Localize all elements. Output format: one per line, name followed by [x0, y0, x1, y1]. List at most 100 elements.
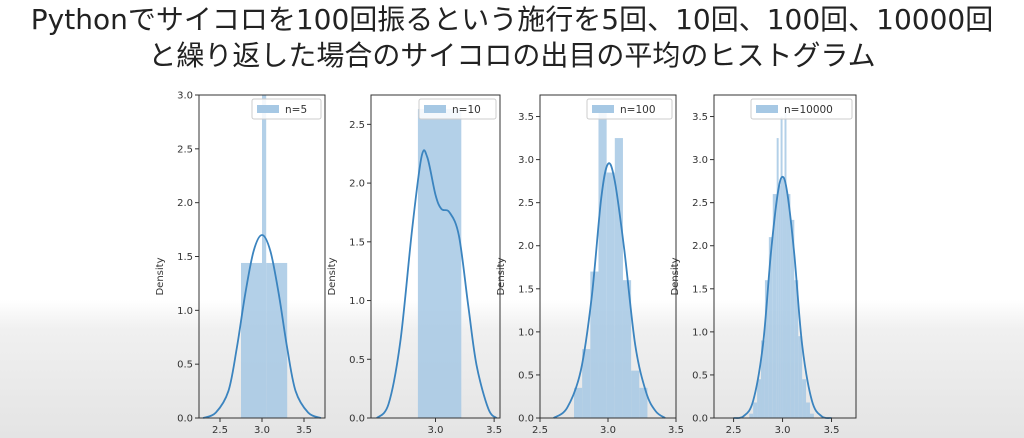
histogram-bar [574, 387, 583, 418]
x-tick-label: 2.5 [532, 425, 548, 436]
y-tick-label: 1.5 [692, 284, 708, 295]
y-tick-label: 3.0 [692, 155, 708, 166]
x-tick-label: 3.0 [600, 425, 616, 436]
x-tick-label: 3.0 [775, 425, 791, 436]
kde-line [202, 234, 322, 419]
legend-box [586, 98, 673, 120]
y-tick-label: 3.0 [177, 91, 193, 102]
histogram-bar [631, 370, 640, 418]
histogram-bar [784, 107, 787, 419]
y-tick-label: 1.5 [518, 284, 534, 295]
legend-swatch [424, 105, 446, 113]
y-tick-label: 0.0 [349, 414, 365, 425]
y-axis-label: Density [327, 257, 338, 295]
y-tick-label: 1.5 [177, 252, 193, 263]
histogram-bar [622, 280, 632, 418]
histogram-bar [768, 237, 773, 418]
x-tick-label: 3.5 [668, 425, 684, 436]
legend-box [418, 98, 497, 120]
histogram-bar [798, 336, 803, 418]
histogram-bar [764, 280, 769, 418]
legend-box [750, 98, 853, 120]
y-tick-label: 2.5 [349, 120, 365, 131]
chart-panel-1: 0.0 0.5 1.0 1.5 2.0 2.5 3.0 2.5 3.0 3.5 Density n=5 [155, 91, 326, 436]
histogram-bar [590, 271, 599, 418]
y-tick-label: 0.0 [177, 414, 193, 425]
histogram-bar [772, 194, 777, 418]
y-tick-label: 2.0 [692, 241, 708, 252]
y-tick-label: 1.0 [177, 306, 193, 317]
histogram-bar [757, 379, 762, 418]
y-tick-label: 3.5 [518, 112, 534, 123]
chart-panel-4: 0.0 0.5 1.0 1.5 2.0 2.5 3.0 3.5 2.5 3.0 3.5 Density… [670, 94, 857, 436]
legend-label: n=10000 [784, 104, 833, 116]
y-tick-label: 2.0 [177, 198, 193, 209]
histogram-bar [794, 280, 799, 418]
histogram-bar [780, 116, 783, 419]
axes-frame [713, 94, 857, 419]
title-line-2: と繰り返した場合のサイコロの出目の平均のヒストグラム [148, 39, 876, 72]
legend-label: n=10 [452, 104, 481, 116]
legend-swatch [257, 105, 279, 113]
histogram-bar [639, 387, 648, 418]
histogram-bar [417, 109, 462, 418]
y-tick-label: 0.0 [518, 414, 534, 425]
legend-swatch [592, 105, 614, 113]
y-tick-label: 2.5 [692, 198, 708, 209]
x-tick-label: 2.5 [726, 425, 742, 436]
histogram-bar [786, 194, 791, 418]
y-tick-label: 2.0 [518, 241, 534, 252]
y-tick-label: 1.0 [692, 327, 708, 338]
histogram-bar [782, 176, 785, 418]
histogram-bar [753, 402, 758, 418]
title-line-1: Pythonでサイコロを100回振るという施行を5回、10回、100回、1000… [30, 3, 994, 36]
histogram-bar [241, 262, 262, 418]
y-tick-label: 0.5 [349, 355, 365, 366]
legend-box [251, 98, 322, 120]
histogram-bar [614, 138, 623, 419]
y-axis-label: Density [670, 257, 681, 295]
y-tick-label: 0.5 [518, 370, 534, 381]
chart-panel-3: 0.0 0.5 1.0 1.5 2.0 2.5 3.0 3.5 2.5 3.0 3.5 Density… [496, 94, 684, 436]
histogram-bar [761, 340, 765, 418]
kde-line [733, 175, 832, 420]
histogram-bar [776, 138, 779, 419]
x-tick-label: 2.5 [212, 425, 228, 436]
histogram-bar [778, 185, 781, 418]
y-tick-label: 3.5 [692, 112, 708, 123]
histogram-bar [806, 402, 810, 418]
histogram-bar [598, 107, 607, 419]
y-tick-label: 2.0 [349, 179, 365, 190]
y-tick-label: 2.5 [518, 198, 534, 209]
histogram-bar [790, 219, 795, 418]
histogram-bar [266, 262, 288, 418]
histogram-bar [582, 349, 591, 418]
histogram-bar [749, 413, 754, 418]
kde-line [553, 162, 666, 419]
y-tick-label: 1.0 [518, 327, 534, 338]
x-tick-label: 3.0 [428, 425, 444, 436]
chart-panel-2: 0.0 0.5 1.0 1.5 2.0 2.5 3.0 3.5 Density n=10 [327, 94, 502, 436]
histogram-bar [809, 413, 814, 418]
x-tick-label: 3.5 [486, 425, 502, 436]
y-tick-label: 2.5 [177, 144, 193, 155]
x-tick-label: 3.5 [824, 425, 840, 436]
y-axis-label: Density [155, 257, 166, 295]
y-axis-label: Density [496, 257, 507, 295]
legend-label: n=100 [620, 104, 656, 116]
slide-title: Pythonでサイコロを100回振るという施行を5回、10回、100回、1000… [0, 2, 1024, 74]
y-tick-label: 1.5 [349, 237, 365, 248]
y-tick-label: 0.0 [692, 414, 708, 425]
y-tick-label: 3.0 [518, 155, 534, 166]
histogram-bar [262, 95, 267, 418]
legend-swatch [756, 105, 778, 113]
kde-line [376, 149, 498, 419]
x-tick-label: 3.5 [296, 425, 312, 436]
x-tick-label: 3.0 [254, 425, 270, 436]
y-tick-label: 1.0 [349, 296, 365, 307]
histogram-bar [606, 172, 615, 418]
y-tick-label: 0.5 [692, 370, 708, 381]
histogram-bar [802, 379, 807, 418]
legend-label: n=5 [285, 104, 307, 116]
